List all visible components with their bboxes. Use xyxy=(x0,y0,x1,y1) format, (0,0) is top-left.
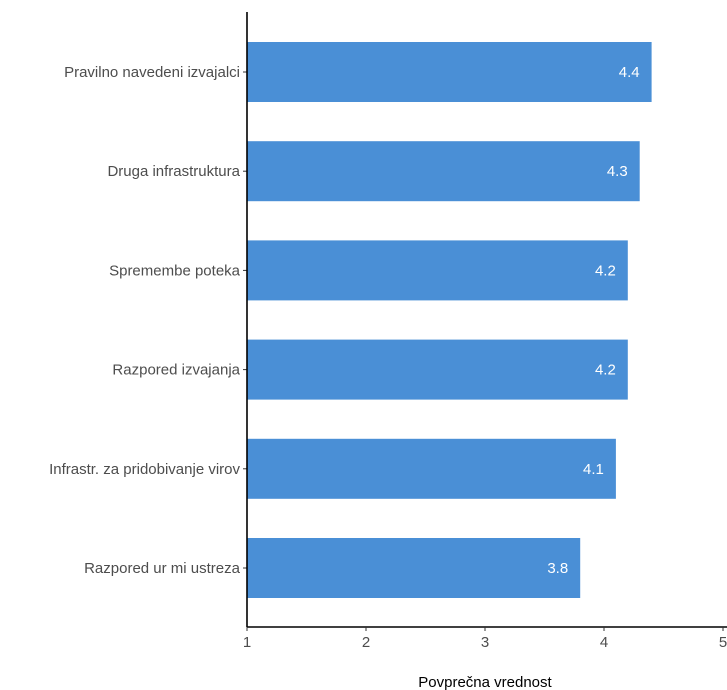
x-tick-label: 2 xyxy=(362,634,370,651)
value-labels: 4.4 4.3 4.2 4.2 4.1 3.8 xyxy=(547,64,639,577)
category-label: Druga infrastruktura xyxy=(107,163,240,180)
category-label: Pravilno navedeni izvajalci xyxy=(64,64,240,81)
data-label: 4.4 xyxy=(619,64,640,81)
x-tick-label: 1 xyxy=(243,634,251,651)
bar xyxy=(247,538,581,598)
x-axis-title: Povprečna vrednost xyxy=(418,674,552,690)
bar xyxy=(247,339,628,400)
category-label: Spremembe poteka xyxy=(109,262,241,279)
category-labels: Pravilno navedeni izvajalci Druga infrast… xyxy=(49,64,241,577)
bar xyxy=(247,42,652,102)
data-label: 3.8 xyxy=(547,560,568,577)
bars-group xyxy=(247,42,652,598)
x-tick-label: 4 xyxy=(600,634,608,651)
bar xyxy=(247,240,628,301)
category-label: Razpored ur mi ustreza xyxy=(84,560,241,577)
data-label: 4.3 xyxy=(607,163,628,180)
category-label: Infrastr. za pridobivanje virov xyxy=(49,461,240,478)
bar xyxy=(247,141,640,202)
bar xyxy=(247,438,616,499)
axes: 1 2 3 4 5 xyxy=(243,12,727,651)
x-tick-label: 5 xyxy=(719,634,727,651)
category-label: Razpored izvajanja xyxy=(112,362,240,379)
x-tick-label: 3 xyxy=(481,634,489,651)
data-label: 4.2 xyxy=(595,262,616,279)
data-label: 4.2 xyxy=(595,362,616,379)
data-label: 4.1 xyxy=(583,461,604,478)
